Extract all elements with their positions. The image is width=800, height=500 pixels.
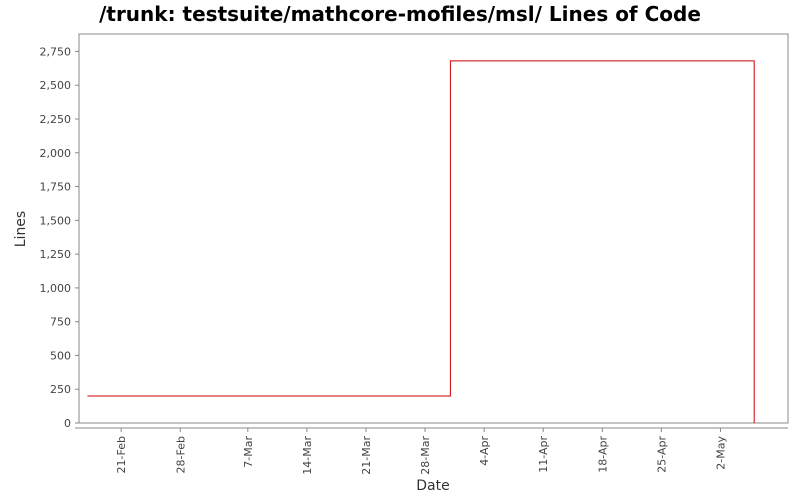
x-axis-label: Date [416,478,449,494]
y-tick-label: 250 [50,383,71,396]
y-tick-label: 0 [64,417,71,430]
x-tick-label: 18-Apr [596,436,609,473]
plot-area [78,33,789,424]
x-tick-label: 7-Mar [242,436,255,468]
x-tick-label: 28-Feb [174,436,187,473]
x-tick-label: 11-Apr [537,436,550,473]
x-axis: 21-Feb 28-Feb 7-Mar 14-Mar 21-Mar 28-Mar 4-Apr… [75,427,788,475]
x-tick-label: 4-Apr [478,436,491,466]
y-tick-label: 2,000 [40,147,72,160]
chart-title: /trunk: testsuite/mathcore-mofiles/msl/ … [99,2,701,26]
y-tick-label: 2,250 [40,113,72,126]
x-tick-label: 14-Mar [301,436,314,475]
y-tick-label: 1,250 [40,248,72,261]
y-tick-label: 1,500 [40,214,72,227]
y-tick-label: 2,750 [40,45,72,58]
y-tick-label: 750 [50,316,71,329]
y-axis-label: Lines [13,211,29,247]
y-axis: 0 250 500 750 1,000 1,250 1,500 1,750 2,000 2,250… [40,45,79,430]
series-line-0 [87,60,755,423]
x-tick-label: 25-Apr [655,436,668,473]
y-tick-label: 500 [50,349,71,362]
x-tick-label: 21-Mar [360,436,373,475]
x-tick-label: 21-Feb [115,436,128,473]
series-group [87,60,755,423]
x-tick-label: 2-May [714,436,727,470]
x-tick-label: 28-Mar [419,436,432,475]
y-tick-label: 1,750 [40,181,72,194]
y-tick-label: 1,000 [40,282,72,295]
y-tick-label: 2,500 [40,79,72,92]
